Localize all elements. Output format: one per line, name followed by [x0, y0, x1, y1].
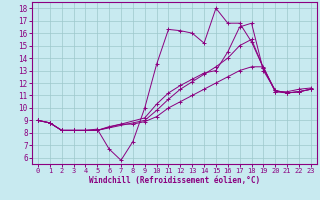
X-axis label: Windchill (Refroidissement éolien,°C): Windchill (Refroidissement éolien,°C) [89, 176, 260, 185]
